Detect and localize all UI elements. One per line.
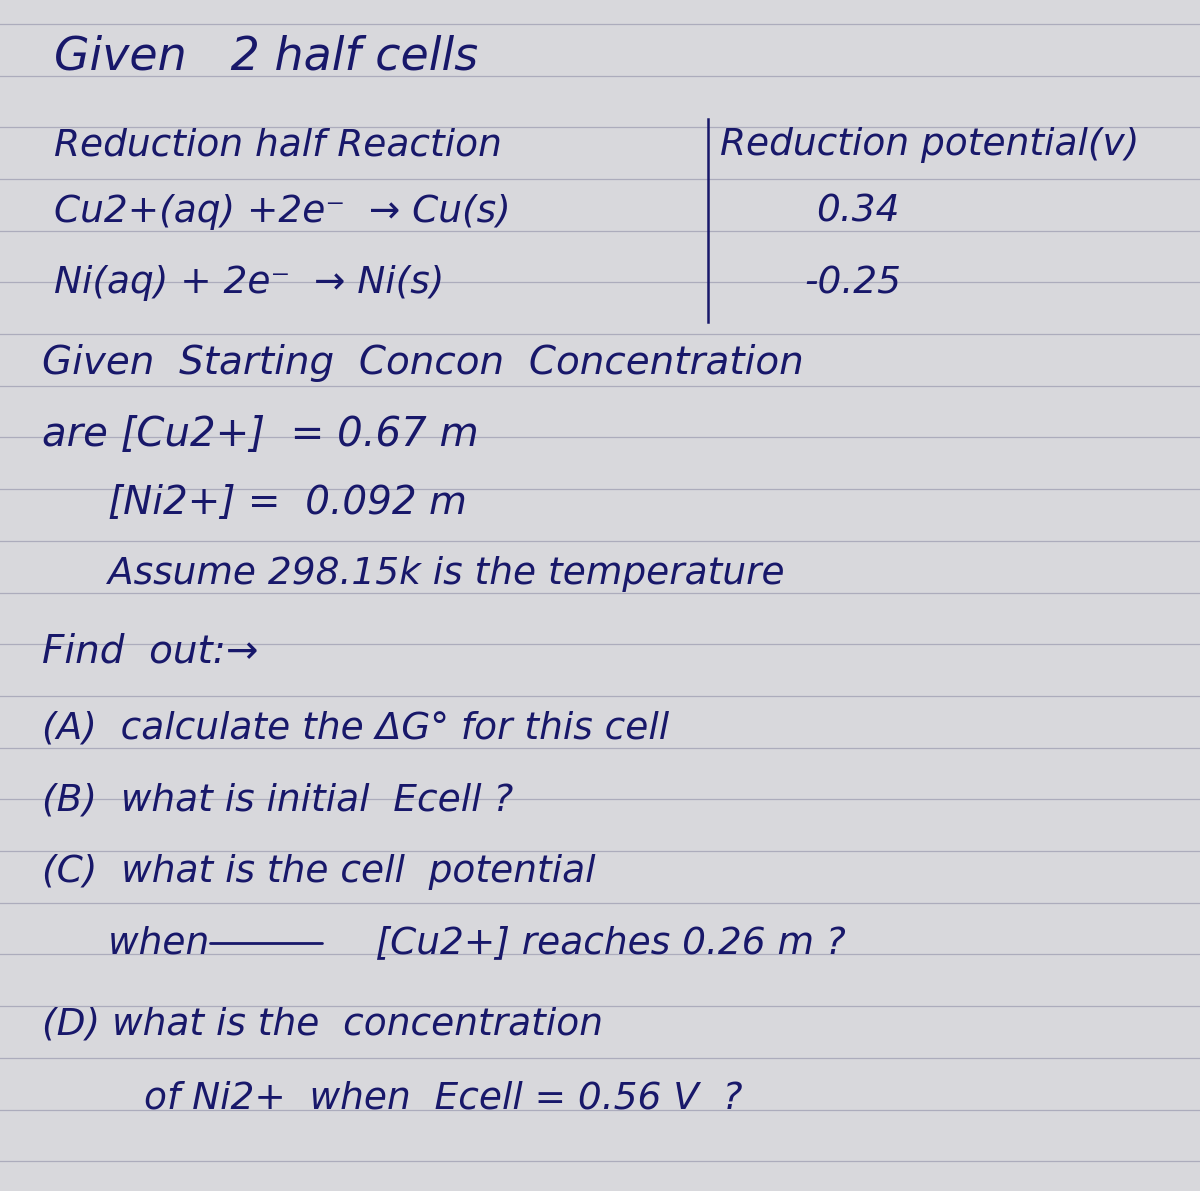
Text: Cu2+(aq) +2e⁻  → Cu(s): Cu2+(aq) +2e⁻ → Cu(s)	[54, 194, 511, 230]
Text: Assume 298.15k is the temperature: Assume 298.15k is the temperature	[108, 556, 785, 592]
Text: are [Cu2+]  = 0.67 m: are [Cu2+] = 0.67 m	[42, 416, 479, 454]
Text: Ni(aq) + 2e⁻  → Ni(s): Ni(aq) + 2e⁻ → Ni(s)	[54, 266, 444, 301]
Text: when              [Cu2+] reaches 0.26 m ?: when [Cu2+] reaches 0.26 m ?	[108, 925, 846, 961]
Text: 0.34: 0.34	[816, 194, 900, 230]
Text: Given  Starting  Concon  Concentration: Given Starting Concon Concentration	[42, 344, 804, 382]
Text: Reduction potential(v): Reduction potential(v)	[720, 127, 1139, 163]
Text: Reduction half Reaction: Reduction half Reaction	[54, 127, 502, 163]
Text: (A)  calculate the ΔG° for this cell: (A) calculate the ΔG° for this cell	[42, 711, 670, 747]
Text: (D) what is the  concentration: (D) what is the concentration	[42, 1006, 604, 1042]
Text: (C)  what is the cell  potential: (C) what is the cell potential	[42, 854, 595, 890]
Text: Find  out:→: Find out:→	[42, 632, 258, 671]
Text: Given   2 half cells: Given 2 half cells	[54, 35, 478, 80]
Text: [Ni2+] =  0.092 m: [Ni2+] = 0.092 m	[108, 484, 467, 522]
Text: -0.25: -0.25	[804, 266, 901, 301]
Text: (B)  what is initial  Ecell ?: (B) what is initial Ecell ?	[42, 782, 514, 818]
Text: of Ni2+  when  Ecell = 0.56 V  ?: of Ni2+ when Ecell = 0.56 V ?	[144, 1080, 743, 1116]
